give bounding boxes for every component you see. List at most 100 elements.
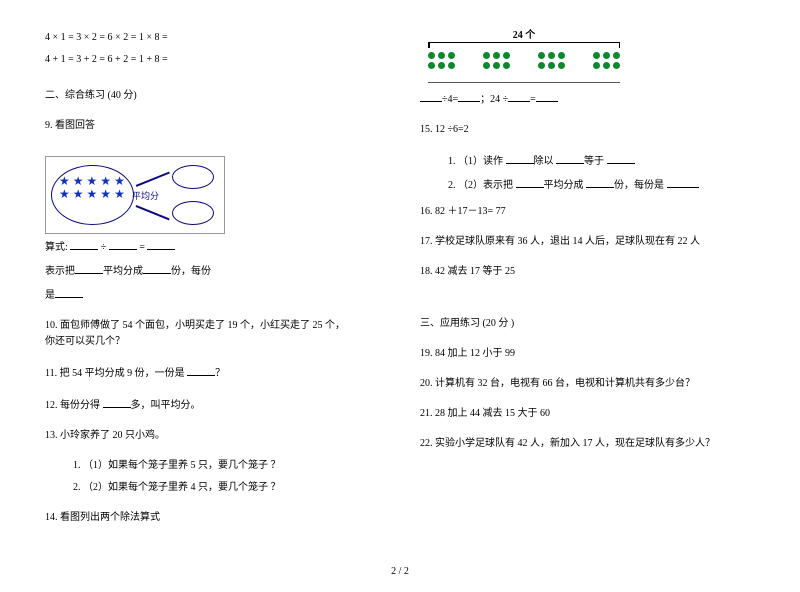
q20: 20. 计算机有 32 台，电视有 66 台，电视和计算机共有多少台？: [420, 376, 755, 392]
q12: 12. 每份分得 多，叫平均分。: [45, 396, 350, 414]
blank-input[interactable]: [516, 176, 544, 188]
q11-tail: ？: [215, 368, 225, 379]
q9: 9. 看图回答: [45, 118, 350, 134]
dot-icon: [548, 52, 555, 59]
star-icon: ★: [114, 188, 125, 200]
blank-input[interactable]: [536, 90, 558, 102]
dot-icon: [493, 52, 500, 59]
brace-icon: [428, 42, 620, 50]
blank-input[interactable]: [458, 90, 480, 102]
q9-desc-line: 表示把平均分成份，每份: [45, 262, 350, 280]
dot-group: [593, 52, 620, 69]
q21-text: 28 加上 44 减去 15 大于 60: [435, 408, 550, 419]
blank-input[interactable]: [187, 364, 215, 376]
dot-icon: [483, 62, 490, 69]
blank-input[interactable]: [607, 152, 635, 164]
q16-num: 16.: [420, 206, 433, 217]
right-column: 24 个 ÷4=；24 ÷= 15. 12 ÷6=2 1. （1）读作 除以 等…: [420, 30, 755, 532]
q14: 14. 看图列出两个除法算式: [45, 510, 350, 526]
q10: 10. 面包师傅做了 54 个面包，小明买走了 19 个，小红买走了 25 个，…: [45, 318, 350, 350]
pjf-label: 平均分: [132, 189, 159, 203]
blank-input[interactable]: [508, 90, 530, 102]
q17-text: 学校足球队原来有 36 人，退出 14 人后，足球队现在有 22 人: [435, 236, 700, 247]
dot-icon: [538, 62, 545, 69]
blank-input[interactable]: [667, 176, 699, 188]
dot-icon: [503, 52, 510, 59]
blank-input[interactable]: [55, 286, 83, 298]
star-icon: ★: [73, 175, 84, 187]
star-icon: ★: [87, 188, 98, 200]
dot-icon: [493, 62, 500, 69]
page-number: 2 / 2: [0, 564, 800, 580]
dot-group: [538, 52, 565, 69]
q15-s2b: 平均分成: [544, 180, 584, 191]
blank-input[interactable]: [506, 152, 534, 164]
star-icon: ★: [59, 175, 70, 187]
q16: 16. 82 ＋17－13= 77: [420, 204, 755, 220]
q9-text: 看图回答: [55, 120, 95, 131]
dot-icon: [613, 52, 620, 59]
star-icon: ★: [87, 175, 98, 187]
q21: 21. 28 加上 44 减去 15 大于 60: [420, 406, 755, 422]
blank-input[interactable]: [420, 90, 442, 102]
q9-l2-m2: 份，每份: [171, 266, 211, 277]
q13-s1: （1）如果每个笼子里养 5 只，要几个笼子 ？: [83, 460, 281, 471]
q14-text: 看图列出两个除法算式: [60, 512, 160, 523]
dot-icon: [483, 52, 490, 59]
q9-num: 9.: [45, 120, 53, 131]
q13-sub2: 2. （2）如果每个笼子里养 4 只，要几个笼子 ？: [73, 480, 350, 496]
dot-icon: [593, 62, 600, 69]
blank-input[interactable]: [75, 262, 103, 274]
star-icon: ★: [114, 175, 125, 187]
q11-text: 把 54 平均分成 9 份，一份是: [60, 368, 185, 379]
q17-num: 17.: [420, 236, 433, 247]
q10-text: 面包师傅做了 54 个面包，小明买走了 19 个，小红买走了 25 个，你还可以…: [45, 320, 345, 347]
blank-input[interactable]: [103, 396, 131, 408]
section-2-title: 二、综合练习 (40 分): [45, 88, 350, 104]
dot-icon: [428, 62, 435, 69]
q22: 22. 实验小学足球队有 42 人，新加入 17 人，现在足球队有多少人？: [420, 436, 755, 452]
arrow-2: [136, 205, 170, 220]
blank-input[interactable]: [143, 262, 171, 274]
q22-num: 22.: [420, 438, 433, 449]
blank-input[interactable]: [147, 238, 175, 250]
dot-icon: [448, 62, 455, 69]
dot-group: [428, 52, 455, 69]
small-oval-1: [172, 165, 214, 189]
q13-text: 小玲家养了 20 只小鸡。: [60, 430, 165, 441]
blank-input[interactable]: [586, 176, 614, 188]
q9-l2-m1: 平均分成: [103, 266, 143, 277]
star-icon: ★: [100, 175, 111, 187]
q14-p1: ÷4=: [442, 94, 458, 105]
q9-desc-line2: 是: [45, 286, 350, 304]
q17: 17. 学校足球队原来有 36 人，退出 14 人后，足球队现在有 22 人: [420, 234, 755, 250]
q14-diagram: 24 个: [420, 30, 628, 88]
page-content: 4 × 1 = 3 × 2 = 6 × 2 = 1 × 8 = 4 + 1 = …: [0, 0, 800, 552]
small-oval-2: [172, 201, 214, 225]
blank-input[interactable]: [70, 238, 98, 250]
star-icon: ★: [59, 188, 70, 200]
q13-s2: （2）如果每个笼子里养 4 只，要几个笼子 ？: [83, 482, 281, 493]
q18: 18. 42 减去 17 等于 25: [420, 264, 755, 280]
dot-icon: [558, 62, 565, 69]
blank-input[interactable]: [109, 238, 137, 250]
q19-num: 19.: [420, 348, 433, 359]
dot-icon: [438, 52, 445, 59]
q9-eq-pre: 算式:: [45, 242, 68, 253]
dot-icon: [448, 52, 455, 59]
dot-icon: [503, 62, 510, 69]
dot-icon: [438, 62, 445, 69]
q21-num: 21.: [420, 408, 433, 419]
q14-p2: ；24 ÷: [480, 94, 508, 105]
q13-sub1: 1. （1）如果每个笼子里养 5 只，要几个笼子 ？: [73, 458, 350, 474]
dot-icon: [613, 62, 620, 69]
dot-icon: [538, 52, 545, 59]
equation-line-1: 4 × 1 = 3 × 2 = 6 × 2 = 1 × 8 =: [45, 30, 350, 46]
q13-num: 13.: [45, 430, 58, 441]
blank-input[interactable]: [556, 152, 584, 164]
q19: 19. 84 加上 12 小于 99: [420, 346, 755, 362]
q15-s1a: （1）读作: [458, 156, 503, 167]
q15-s1c: 等于: [584, 156, 604, 167]
q18-text: 42 减去 17 等于 25: [435, 266, 515, 277]
q15-sub2: 2. （2）表示把 平均分成 份，每份是: [448, 176, 755, 194]
